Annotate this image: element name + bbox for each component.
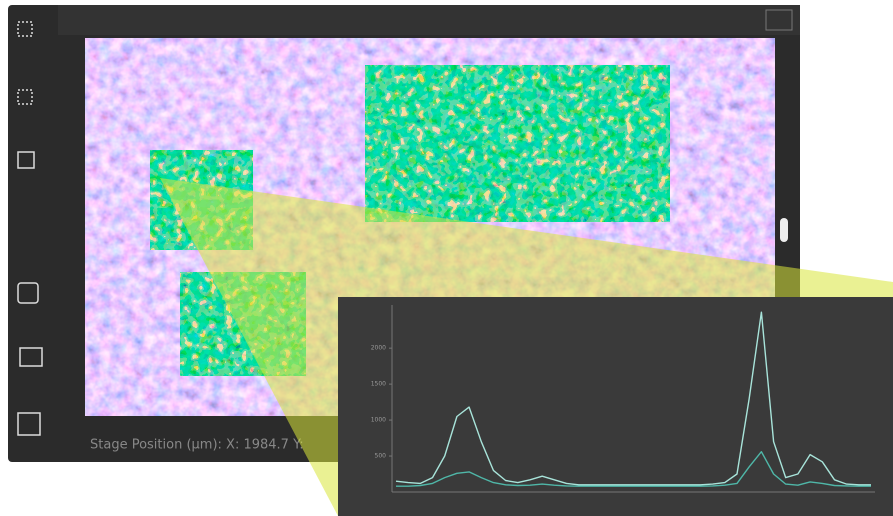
spectrum-panel (338, 297, 893, 516)
region-tool[interactable] (17, 89, 33, 105)
y-tick-label: 1500 (371, 381, 386, 388)
stage-position: Stage Position (µm): X: 1984.7 Y: (90, 438, 304, 453)
scrollbar[interactable] (780, 218, 788, 242)
raman-map[interactable] (364, 64, 671, 223)
expand-tool[interactable] (17, 412, 41, 436)
top-bar (58, 5, 800, 35)
toolbar (17, 21, 43, 436)
y-tick-label: 1000 (371, 417, 386, 424)
center-tool[interactable] (17, 282, 39, 304)
window-button[interactable] (765, 9, 793, 31)
fit-tool[interactable] (19, 347, 43, 367)
select-tool[interactable] (17, 21, 33, 37)
spectrum-line (395, 311, 871, 486)
zoom-wedge (160, 178, 893, 516)
layers-tool[interactable] (17, 151, 35, 169)
spectrum-line (396, 451, 871, 487)
y-tick-label: 500 (375, 453, 387, 460)
y-tick-label: 2000 (371, 345, 386, 352)
